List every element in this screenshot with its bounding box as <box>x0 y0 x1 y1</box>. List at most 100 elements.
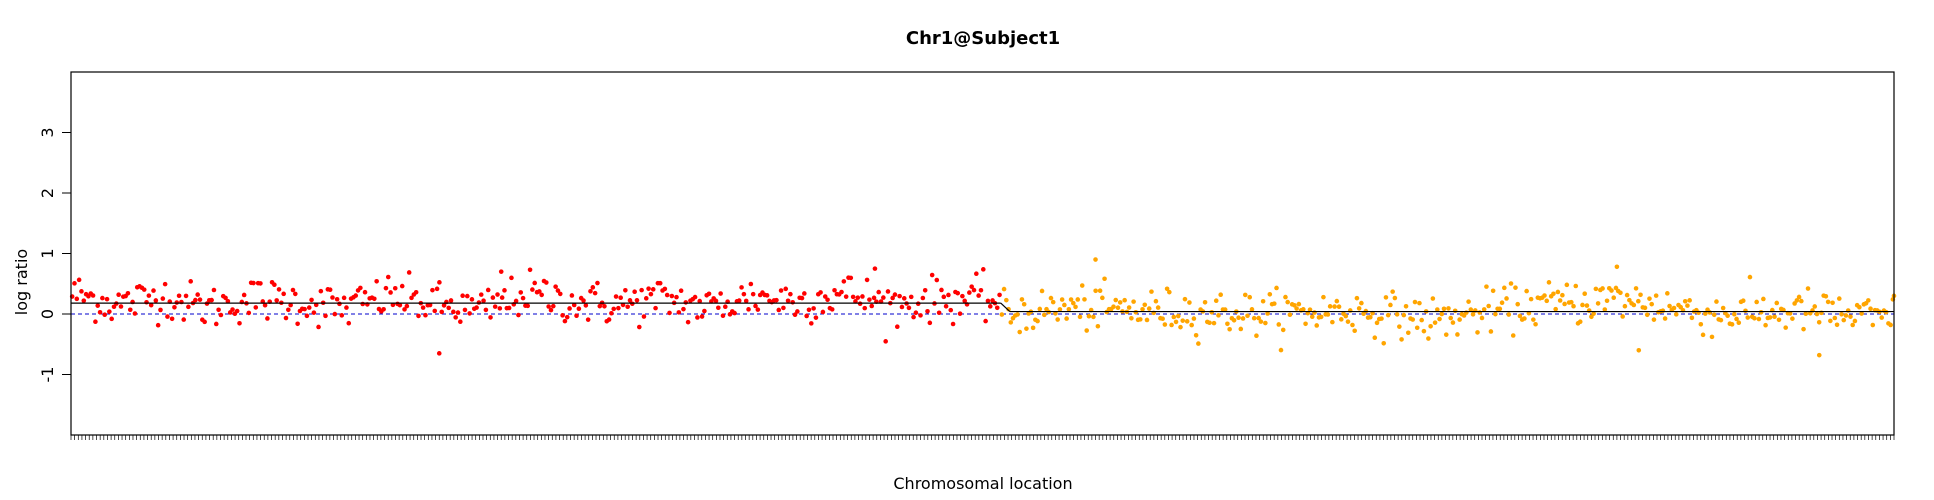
data-point <box>616 305 621 311</box>
data-point <box>434 286 440 292</box>
data-point <box>788 291 793 297</box>
data-point <box>404 303 410 309</box>
data-point <box>1671 305 1677 311</box>
data-point <box>620 302 626 308</box>
data-point <box>1225 321 1230 327</box>
data-point <box>1077 314 1083 320</box>
data-point <box>1430 296 1436 301</box>
data-point <box>1761 296 1766 302</box>
data-point <box>667 310 672 316</box>
data-point <box>1410 317 1416 322</box>
data-point <box>790 299 796 305</box>
data-point <box>544 280 549 285</box>
data-point <box>639 287 644 293</box>
data-point <box>1490 288 1496 294</box>
data-point <box>1175 313 1181 319</box>
data-point <box>1100 295 1105 301</box>
data-point <box>1839 312 1844 317</box>
data-point <box>460 293 465 299</box>
data-point <box>683 300 689 305</box>
data-point <box>281 291 286 297</box>
data-point <box>548 307 554 313</box>
data-point <box>602 304 607 309</box>
data-point <box>1336 304 1342 310</box>
data-point <box>1493 311 1498 317</box>
data-point <box>432 308 438 314</box>
data-point <box>383 285 389 291</box>
data-point <box>1171 314 1177 320</box>
data-point <box>258 281 263 286</box>
data-point <box>399 283 405 289</box>
data-point <box>618 295 624 301</box>
data-point <box>1276 322 1282 327</box>
data-point <box>1620 314 1625 319</box>
data-point <box>872 266 878 271</box>
data-point <box>1057 307 1063 312</box>
data-point <box>76 277 82 283</box>
data-point <box>1859 311 1864 316</box>
data-point <box>669 293 675 299</box>
data-point <box>1399 337 1404 342</box>
x-axis <box>70 435 1895 440</box>
data-point <box>169 316 175 322</box>
data-point <box>911 314 916 320</box>
data-point <box>372 296 377 302</box>
data-point <box>1432 320 1438 325</box>
data-point <box>1743 308 1748 314</box>
data-point <box>653 305 658 311</box>
data-point <box>881 295 886 300</box>
data-point <box>283 315 289 321</box>
data-point <box>455 310 461 315</box>
data-point <box>1142 302 1148 308</box>
data-point <box>699 314 705 319</box>
data-point <box>1325 312 1331 317</box>
data-point <box>1468 307 1474 312</box>
data-point <box>681 306 686 312</box>
data-point <box>530 287 535 292</box>
data-point <box>532 280 538 286</box>
data-point <box>748 281 754 287</box>
data-point <box>1682 298 1688 304</box>
data-point <box>162 281 168 287</box>
data-point <box>1332 304 1337 309</box>
data-point <box>1758 309 1764 315</box>
data-point <box>1551 291 1556 297</box>
data-point <box>520 295 526 301</box>
data-point <box>1816 352 1822 358</box>
data-point <box>1321 294 1326 300</box>
data-point <box>1062 302 1067 308</box>
data-point <box>1117 300 1123 305</box>
data-point <box>1633 286 1639 291</box>
data-point <box>613 294 619 299</box>
data-point <box>1510 333 1516 338</box>
data-point <box>323 313 328 319</box>
data-point <box>650 287 656 292</box>
data-point <box>492 304 498 309</box>
data-point <box>209 297 214 303</box>
data-point <box>1888 322 1893 328</box>
data-point <box>643 296 649 301</box>
data-point <box>997 292 1002 298</box>
data-point <box>513 298 519 304</box>
data-point <box>630 301 635 307</box>
data-point <box>1388 302 1393 308</box>
data-point <box>1193 332 1199 338</box>
data-point <box>181 317 187 322</box>
data-point <box>1689 315 1695 321</box>
data-point <box>588 288 593 294</box>
data-point <box>1164 286 1170 292</box>
data-point <box>397 302 403 308</box>
data-point <box>79 289 84 294</box>
data-point <box>288 302 293 308</box>
data-point <box>1754 299 1759 305</box>
data-point <box>1263 320 1268 326</box>
data-point <box>825 297 830 303</box>
data-point <box>1732 311 1737 317</box>
data-point <box>1059 297 1065 302</box>
data-point <box>1115 305 1121 311</box>
data-point <box>488 315 493 320</box>
data-point <box>864 277 870 283</box>
data-point <box>216 307 221 313</box>
data-point <box>1169 322 1174 328</box>
data-point <box>502 288 507 293</box>
